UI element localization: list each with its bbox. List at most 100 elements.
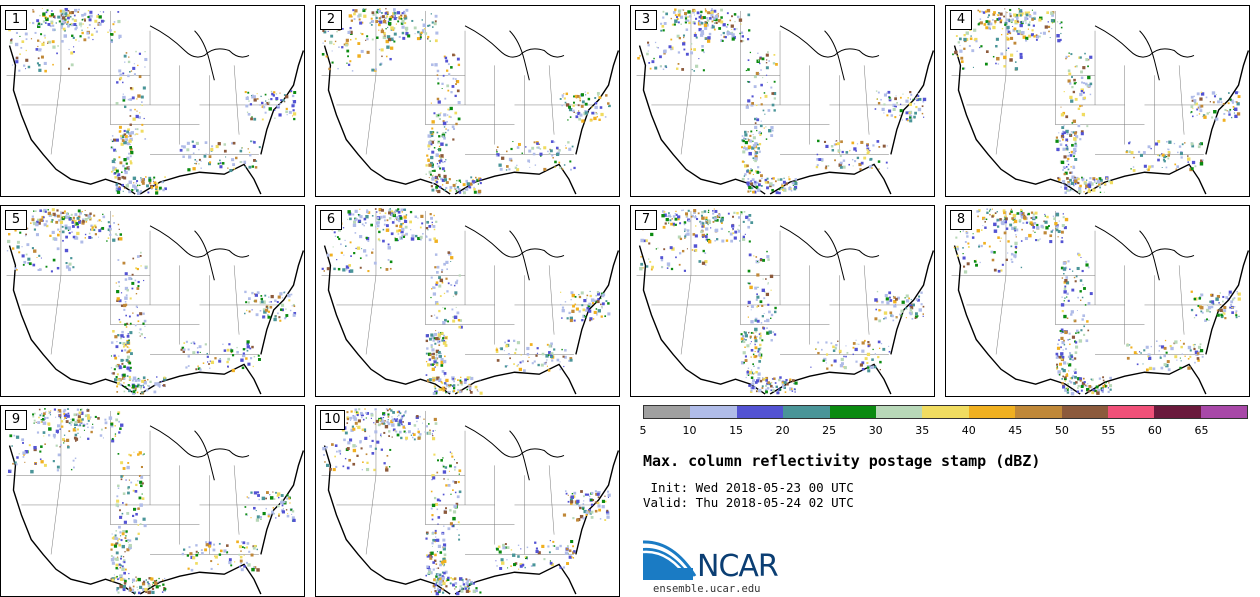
reflectivity-cell [1071,85,1074,89]
reflectivity-cell [450,116,452,118]
reflectivity-cell [977,215,979,218]
reflectivity-cell [863,339,866,342]
reflectivity-cell [1075,65,1078,68]
reflectivity-cell [120,535,122,537]
reflectivity-cell [663,213,667,217]
reflectivity-cell [1032,230,1034,232]
reflectivity-cell [195,550,198,553]
reflectivity-cell [711,20,714,23]
reflectivity-cell [742,220,745,223]
reflectivity-cell [992,13,996,16]
reflectivity-cell [902,93,904,95]
reflectivity-cell [263,317,265,319]
reflectivity-cell [989,213,991,216]
reflectivity-cell [128,572,130,575]
reflectivity-cell [387,21,392,26]
reflectivity-cell [1067,154,1070,157]
reflectivity-cell [15,463,18,466]
reflectivity-cell [774,306,777,310]
reflectivity-cell [22,442,24,444]
reflectivity-cell [437,148,439,150]
reflectivity-cell [1228,290,1232,294]
reflectivity-cell [539,148,542,150]
reflectivity-cell [1232,106,1235,108]
reflectivity-cell [426,154,429,157]
reflectivity-cell [546,365,548,367]
reflectivity-cell [550,352,554,356]
reflectivity-cell [429,353,432,356]
reflectivity-cell [1055,136,1059,139]
reflectivity-cell [1086,387,1090,392]
reflectivity-cell [52,214,55,216]
reflectivity-cell [42,20,46,23]
reflectivity-cell [1157,139,1161,143]
reflectivity-cell [779,376,782,379]
reflectivity-cell [1060,113,1065,117]
reflectivity-cell [989,208,992,211]
reflectivity-cell [753,373,755,375]
reflectivity-cell [839,363,844,368]
reflectivity-cell [793,187,797,191]
reflectivity-cell [835,143,838,146]
reflectivity-cell [739,211,743,215]
reflectivity-cell [348,212,352,216]
reflectivity-cell [108,416,113,420]
reflectivity-cell [459,319,463,322]
reflectivity-cell [132,377,135,380]
reflectivity-cell [253,158,256,162]
reflectivity-cell [62,20,65,23]
reflectivity-cell [479,182,482,185]
reflectivity-cell [277,496,280,499]
reflectivity-cell [467,378,469,381]
reflectivity-cell [79,211,82,215]
reflectivity-cell [1096,391,1100,395]
reflectivity-cell [358,14,360,16]
reflectivity-cell [794,389,796,391]
reflectivity-cell [201,551,204,555]
reflectivity-cell [637,56,640,60]
reflectivity-cell [117,487,120,490]
reflectivity-cell [758,73,761,75]
reflectivity-cell [1090,386,1093,389]
reflectivity-cell [340,243,342,246]
reflectivity-cell [977,9,980,12]
reflectivity-cell [322,42,324,44]
reflectivity-cell [57,432,59,434]
reflectivity-cell [687,16,689,18]
reflectivity-cell [113,354,116,357]
reflectivity-cell [714,15,719,19]
reflectivity-cell [962,253,964,255]
reflectivity-cell [20,46,23,49]
reflectivity-cell [413,26,417,30]
reflectivity-cell [59,446,61,448]
reflectivity-cell [1126,356,1130,360]
reflectivity-cell [1031,29,1034,32]
reflectivity-cell [191,140,194,143]
reflectivity-cell [47,42,49,44]
reflectivity-cell [688,21,691,25]
reflectivity-cell [431,175,433,177]
reflectivity-cell [1034,211,1038,215]
reflectivity-cell [561,317,563,319]
reflectivity-cell [765,390,768,394]
reflectivity-cell [496,151,498,153]
reflectivity-cell [696,11,700,15]
reflectivity-cell [124,61,126,63]
reflectivity-cell [854,347,858,352]
reflectivity-cell [36,256,38,258]
reflectivity-cell [143,386,145,389]
reflectivity-cell [136,385,139,388]
reflectivity-cell [1059,143,1063,146]
reflectivity-cell [128,453,130,456]
reflectivity-cell [437,337,441,340]
reflectivity-cell [438,175,441,178]
reflectivity-cell [119,531,122,534]
reflectivity-cell [973,28,977,32]
reflectivity-cell [427,158,430,161]
reflectivity-cell [705,219,707,222]
reflectivity-cell [745,215,749,219]
reflectivity-cell [772,177,775,180]
reflectivity-cell [995,62,997,65]
reflectivity-cell [1039,16,1043,21]
reflectivity-cell [240,568,244,572]
